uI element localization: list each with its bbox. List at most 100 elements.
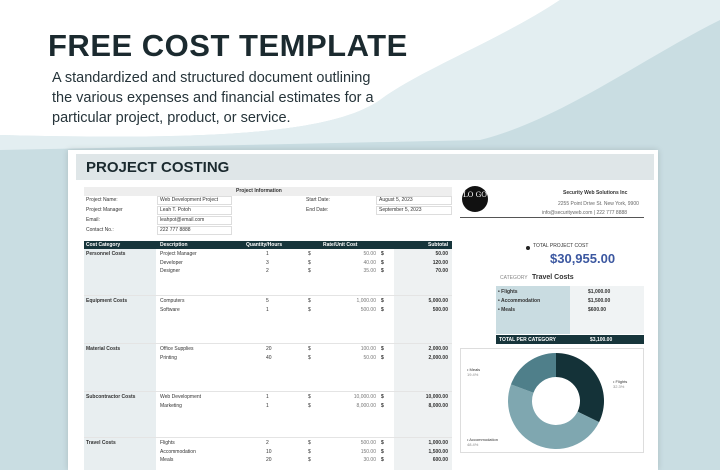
table-header: Cost Category Description Quantity/Hours Ra… bbox=[84, 241, 452, 249]
chart-label: • Flights bbox=[613, 379, 628, 384]
info-value: Web Development Project bbox=[160, 197, 218, 203]
chart-percent: 32.3% bbox=[613, 384, 625, 389]
item-subtotal: 5,000.00 bbox=[428, 298, 448, 304]
currency-symbol: $ bbox=[381, 298, 384, 304]
category-name: Travel Costs bbox=[532, 274, 574, 281]
item-rate: 500.00 bbox=[360, 306, 376, 313]
company-address: 2255 Point Drive St. New York, 9900 bbox=[558, 201, 639, 207]
summary-total-bar bbox=[496, 335, 644, 344]
column-header: Cost Category bbox=[86, 242, 121, 248]
item-subtotal: 8,000.00 bbox=[428, 402, 448, 409]
donut-slice-flights bbox=[556, 353, 604, 423]
item-rate: 8,000.00 bbox=[356, 402, 376, 409]
item-description: Designer bbox=[160, 268, 181, 274]
summary-item-name: • Flights bbox=[498, 289, 518, 295]
item-subtotal: 600.00 bbox=[432, 457, 448, 463]
summary-total-label: TOTAL PER CATEGORY bbox=[499, 337, 556, 343]
category-divider bbox=[84, 391, 452, 392]
item-rate: 50.00 bbox=[363, 354, 376, 361]
currency-symbol: $ bbox=[381, 251, 384, 257]
currency-symbol: $ bbox=[381, 259, 384, 266]
category-column bbox=[84, 249, 156, 470]
info-label: Start Date: bbox=[306, 197, 330, 203]
currency-symbol: $ bbox=[308, 448, 311, 455]
currency-symbol: $ bbox=[308, 268, 311, 274]
info-label: Email: bbox=[86, 217, 100, 223]
info-field bbox=[157, 196, 232, 205]
currency-symbol: $ bbox=[381, 402, 384, 409]
item-description: Meals bbox=[160, 457, 174, 463]
item-quantity: 2 bbox=[266, 268, 269, 274]
item-description: Software bbox=[160, 306, 180, 313]
summary-item-name: • Accommodation bbox=[498, 298, 541, 304]
currency-symbol: $ bbox=[308, 354, 311, 361]
item-subtotal: 70.00 bbox=[435, 268, 448, 274]
category-label: CATEGORY bbox=[500, 275, 528, 281]
item-subtotal: 120.00 bbox=[432, 259, 448, 266]
item-description: Office Supplies bbox=[160, 346, 194, 352]
column-header: Subtotal bbox=[428, 242, 448, 248]
item-quantity: 3 bbox=[266, 259, 269, 266]
company-contact: info@securityweb.com | 222 777 8888 bbox=[542, 210, 628, 216]
currency-symbol: $ bbox=[381, 394, 384, 400]
summary-total-value: $3,100.00 bbox=[590, 337, 613, 343]
item-quantity: 10 bbox=[266, 448, 272, 455]
currency-symbol: $ bbox=[381, 440, 384, 446]
item-rate: 500.00 bbox=[360, 440, 376, 446]
currency-symbol: $ bbox=[308, 440, 311, 446]
summary-item-value: $1,500.00 bbox=[588, 298, 611, 304]
item-rate: 30.00 bbox=[363, 457, 376, 463]
category-divider bbox=[84, 295, 452, 296]
summary-item-name: • Meals bbox=[498, 307, 516, 313]
item-description: Printing bbox=[160, 354, 177, 361]
currency-symbol: $ bbox=[381, 457, 384, 463]
item-subtotal: 1,000.00 bbox=[428, 440, 448, 446]
item-rate: 50.00 bbox=[363, 251, 376, 257]
info-value: August 5, 2023 bbox=[379, 197, 413, 203]
total-label: TOTAL PROJECT COST bbox=[533, 243, 589, 249]
currency-symbol: $ bbox=[308, 306, 311, 313]
info-label: End Date: bbox=[306, 207, 329, 213]
item-subtotal: 2,000.00 bbox=[428, 354, 448, 361]
subtotal-column bbox=[394, 249, 452, 470]
item-description: Marketing bbox=[160, 402, 182, 409]
hero-subtitle: A standardized and structured document o… bbox=[52, 70, 374, 126]
item-quantity: 20 bbox=[266, 346, 272, 352]
item-subtotal: 500.00 bbox=[432, 306, 448, 313]
currency-symbol: $ bbox=[381, 448, 384, 455]
total-value: $30,955.00 bbox=[550, 251, 616, 266]
item-description: Web Development bbox=[160, 394, 202, 400]
donut-chart bbox=[507, 353, 604, 450]
item-description: Project Manager bbox=[160, 251, 197, 257]
currency-symbol: $ bbox=[308, 298, 311, 304]
summary-item-value: $1,000.00 bbox=[588, 289, 611, 295]
currency-symbol: $ bbox=[308, 457, 311, 463]
chart-percent: 19.4% bbox=[467, 372, 479, 377]
item-description: Computers bbox=[160, 298, 185, 304]
column-header: Description bbox=[160, 242, 188, 248]
item-quantity: 20 bbox=[266, 457, 272, 463]
info-heading-bar bbox=[84, 187, 452, 196]
item-rate: 150.00 bbox=[360, 448, 376, 455]
item-rate: 10,000.00 bbox=[353, 394, 376, 400]
item-rate: 100.00 bbox=[360, 346, 376, 352]
info-label: Project Name: bbox=[86, 197, 118, 203]
info-field bbox=[376, 206, 452, 215]
category-name: Personnel Costs bbox=[86, 251, 126, 257]
item-quantity: 1 bbox=[266, 251, 269, 257]
item-rate: 40.00 bbox=[363, 259, 376, 266]
chart-percent: 48.4% bbox=[467, 442, 479, 447]
category-name: Material Costs bbox=[86, 346, 121, 352]
item-subtotal: 1,500.00 bbox=[428, 448, 448, 455]
summary-right-bg bbox=[570, 286, 644, 334]
info-value: leahpot@email.com bbox=[160, 217, 205, 223]
item-description: Developer bbox=[160, 259, 183, 266]
category-divider bbox=[84, 343, 452, 344]
item-quantity: 2 bbox=[266, 440, 269, 446]
chart-label: • Accommodation bbox=[467, 437, 498, 442]
currency-symbol: $ bbox=[308, 402, 311, 409]
item-quantity: 1 bbox=[266, 402, 269, 409]
document-preview: PROJECT COSTING Project Information Proje… bbox=[68, 150, 658, 470]
item-subtotal: 2,000.00 bbox=[428, 346, 448, 352]
currency-symbol: $ bbox=[381, 268, 384, 274]
